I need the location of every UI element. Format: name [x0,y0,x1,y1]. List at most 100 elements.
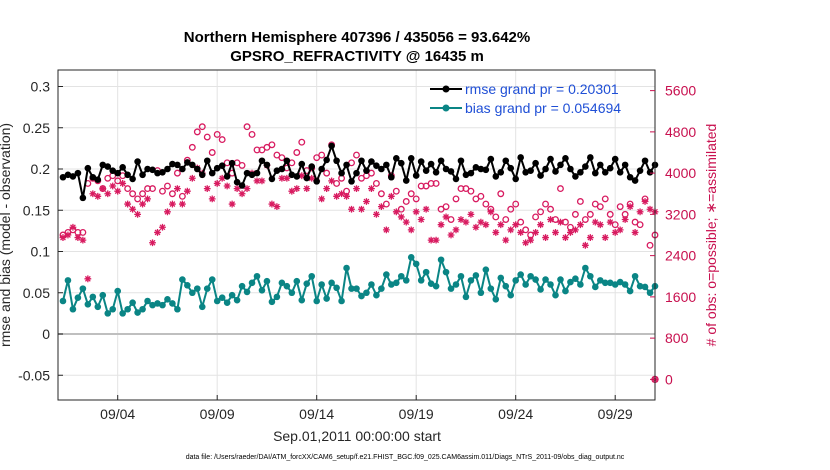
obs-assimilated-point [581,241,589,249]
obs-assimilated-point [626,203,634,211]
bias-point [253,272,261,280]
obs-assimilated-point [477,218,485,226]
rmse-point [358,157,365,165]
rmse-point [124,171,131,179]
obs-assimilated-point [348,205,355,213]
rmse-point [343,161,350,169]
rmse-point [273,167,281,174]
obs-assimilated-point [368,185,375,192]
bias-point [283,282,291,290]
bias-point [159,301,166,309]
obs-possible-point [168,190,176,198]
bias-point [94,303,102,311]
bias-point [487,285,495,292]
obs-assimilated-point [119,180,127,187]
obs-possible-point [507,205,515,213]
rmse-point [368,158,375,165]
bias-point [353,285,360,292]
bias-point [263,277,271,285]
bias-point [119,310,126,317]
obs-assimilated-point [567,229,574,236]
obs-assimilated-point [412,208,420,216]
obs-assimilated-point [208,195,216,203]
obs-possible-point [442,203,450,211]
bias-point [492,296,500,303]
bias-point [208,276,216,283]
rmse-point [646,169,654,176]
obs-assimilated-point [298,172,306,180]
rmse-point [562,154,569,162]
obs-possible-point [213,131,221,138]
rmse-point [547,155,554,163]
obs-possible-point [124,185,132,193]
left-y-tick-label: 0.05 [23,285,50,301]
rmse-point [338,169,345,177]
obs-assimilated-point [109,182,117,190]
rmse-point [432,169,440,176]
rmse-point [164,165,171,173]
rmse-point [557,161,564,169]
obs-assimilated-point [94,192,102,200]
right-y-tick-label: 0 [665,371,673,387]
bias-point [99,291,107,299]
bias-point [582,264,589,272]
obs-assimilated-point [169,200,176,208]
obs-assimilated-point [492,229,500,236]
obs-assimilated-point [557,218,564,226]
rmse-point [99,161,107,169]
obs-assimilated-point [124,200,132,208]
obs-possible-point [547,205,554,213]
rmse-point [74,169,82,177]
rmse-point [268,175,276,183]
legend-rmse-marker [442,85,450,93]
rmse-point [243,169,251,177]
bias-point [417,277,425,284]
obs-possible-point [208,149,216,156]
rmse-point [64,171,72,179]
obs-assimilated-point [387,192,395,200]
obs-assimilated-point [572,226,579,234]
obs-assimilated-point [462,218,470,226]
rmse-point [616,169,624,176]
bias-point [427,280,435,287]
bias-point [467,277,475,284]
bias-point [318,281,325,288]
bias-point [373,291,380,299]
rmse-point [154,169,161,177]
rmse-point [298,160,306,168]
rmse-point [323,156,330,164]
bias-point [343,264,350,272]
obs-possible-point [432,179,440,187]
rmse-point [59,173,67,181]
rmse-point [84,164,92,172]
rmse-point [477,165,485,173]
obs-possible-point [323,169,331,177]
bias-point [174,305,181,313]
left-y-tick-label: 0.2 [31,161,51,177]
obs-possible-point [542,200,549,208]
bias-point [288,289,296,297]
obs-possible-point [238,161,246,169]
bias-point [298,296,306,304]
rmse-point [532,159,539,167]
obs-assimilated-point [407,226,415,234]
obs-assimilated-point [228,200,236,208]
obs-assimilated-point [258,177,266,185]
bias-point [472,272,480,279]
bias-point [114,287,121,295]
obs-assimilated-point [631,229,639,236]
bias-point [621,281,629,288]
obs-possible-point [129,190,137,198]
bias-point [636,282,644,290]
bias-point [517,271,524,278]
obs-assimilated-point [283,174,291,182]
obs-assimilated-point [547,216,554,223]
bias-point [641,283,649,291]
chart-title: Northern Hemisphere 407396 / 435056 = 93… [184,29,530,46]
rmse-point [134,158,141,165]
bias-point [542,276,549,283]
obs-possible-point [646,241,654,249]
plot-frame [57,69,656,401]
rmse-point [422,167,430,174]
rmse-point [457,157,465,165]
